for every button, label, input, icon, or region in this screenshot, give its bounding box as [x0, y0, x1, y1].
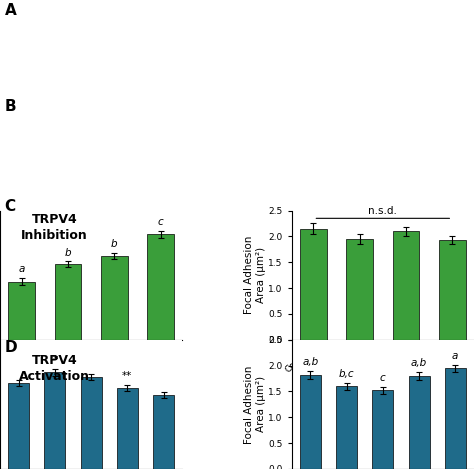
Text: b: b	[64, 248, 71, 257]
Bar	[147, 234, 174, 340]
Bar	[153, 395, 174, 469]
Text: D: D	[5, 340, 18, 355]
Text: TRPV4
Activation: TRPV4 Activation	[19, 354, 90, 383]
Bar	[45, 372, 65, 469]
Text: **: **	[122, 371, 132, 381]
Bar	[336, 386, 357, 469]
Bar	[101, 256, 128, 340]
Text: B: B	[5, 99, 17, 114]
Text: n.s.d.: n.s.d.	[368, 206, 397, 216]
Bar	[81, 377, 101, 469]
Bar	[445, 368, 466, 469]
Text: C: C	[5, 199, 16, 214]
Bar	[373, 390, 393, 469]
Text: b: b	[111, 239, 118, 249]
Bar	[409, 376, 429, 469]
Bar	[300, 229, 327, 340]
Text: *: *	[53, 355, 57, 365]
Bar	[8, 282, 35, 340]
Bar	[55, 265, 82, 340]
Y-axis label: Focal Adhesion
Area (μm²): Focal Adhesion Area (μm²)	[244, 365, 265, 444]
Text: a,b: a,b	[411, 358, 427, 369]
Text: b,c: b,c	[339, 369, 355, 379]
Bar	[439, 240, 466, 340]
Bar	[300, 375, 321, 469]
Y-axis label: Focal Adhesion
Area (μm²): Focal Adhesion Area (μm²)	[244, 236, 265, 314]
Text: TRPV4
Inhibition: TRPV4 Inhibition	[21, 213, 88, 242]
Text: a: a	[18, 265, 25, 274]
Text: A: A	[5, 3, 17, 18]
Text: c: c	[158, 217, 164, 227]
Bar	[117, 388, 138, 469]
Bar	[392, 231, 419, 340]
Bar	[346, 239, 373, 340]
Text: c: c	[380, 373, 386, 384]
Bar	[8, 383, 29, 469]
Text: a: a	[452, 351, 458, 361]
Text: a,b: a,b	[302, 357, 319, 367]
